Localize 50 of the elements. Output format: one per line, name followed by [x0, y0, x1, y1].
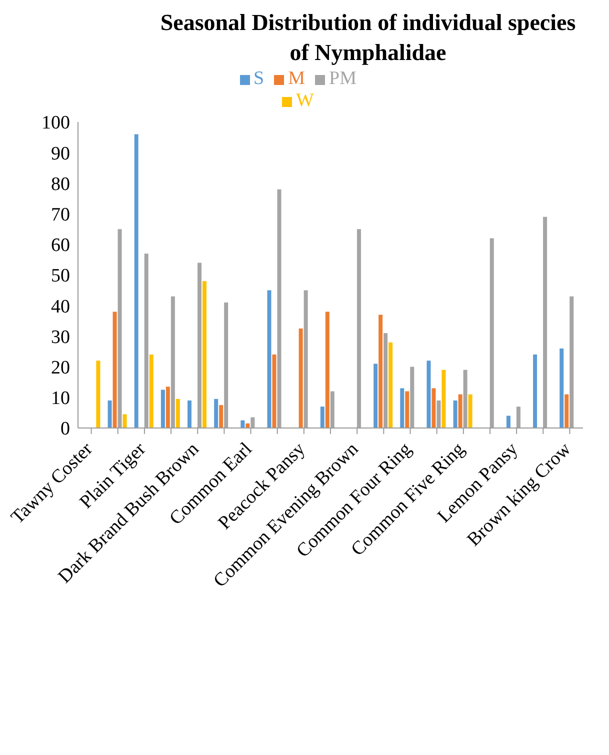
bar — [188, 400, 192, 428]
y-tick-label: 10 — [51, 388, 70, 410]
bar — [560, 348, 564, 428]
bar — [166, 386, 170, 428]
bar — [453, 400, 458, 428]
bar — [426, 360, 431, 428]
bar — [272, 354, 276, 428]
bar — [405, 391, 410, 428]
bar — [108, 400, 112, 428]
bar — [458, 394, 462, 428]
bar — [378, 314, 383, 428]
y-tick-label: 50 — [51, 266, 70, 287]
legend-label: PM — [329, 68, 356, 89]
bar — [149, 354, 154, 428]
y-tick-label: 20 — [51, 358, 70, 379]
chart-title: Seasonal Distribution of individual species of Nymphalidae — [159, 9, 577, 67]
bar — [432, 388, 436, 428]
legend-label: M — [288, 68, 305, 89]
bar — [112, 312, 117, 428]
bar — [388, 342, 393, 428]
bar — [468, 394, 472, 428]
bar — [267, 290, 272, 428]
y-tick-label: 40 — [51, 296, 70, 318]
legend-label: W — [296, 90, 314, 111]
bar — [374, 364, 378, 428]
bar — [564, 394, 569, 428]
y-tick-label: 0 — [60, 418, 70, 440]
legend-label: S — [254, 68, 264, 89]
bar — [533, 354, 538, 428]
y-tick-label: 100 — [42, 112, 70, 134]
bar — [176, 398, 180, 428]
bar — [160, 390, 165, 428]
bar — [134, 134, 138, 428]
bar — [122, 414, 127, 428]
bar — [442, 370, 446, 428]
bar — [240, 420, 245, 428]
bar — [202, 281, 207, 428]
y-tick-label: 70 — [51, 204, 70, 226]
bar — [506, 416, 510, 428]
y-tick-label: 90 — [51, 143, 70, 164]
bar — [320, 406, 324, 428]
y-tick-label: 80 — [51, 174, 70, 195]
y-tick-label: 60 — [51, 235, 70, 256]
bar — [214, 398, 218, 428]
bar — [325, 312, 330, 428]
y-tick-label: 30 — [51, 326, 70, 348]
bar — [96, 360, 100, 428]
bar — [400, 388, 404, 428]
bar — [219, 405, 224, 428]
bar — [298, 328, 303, 428]
